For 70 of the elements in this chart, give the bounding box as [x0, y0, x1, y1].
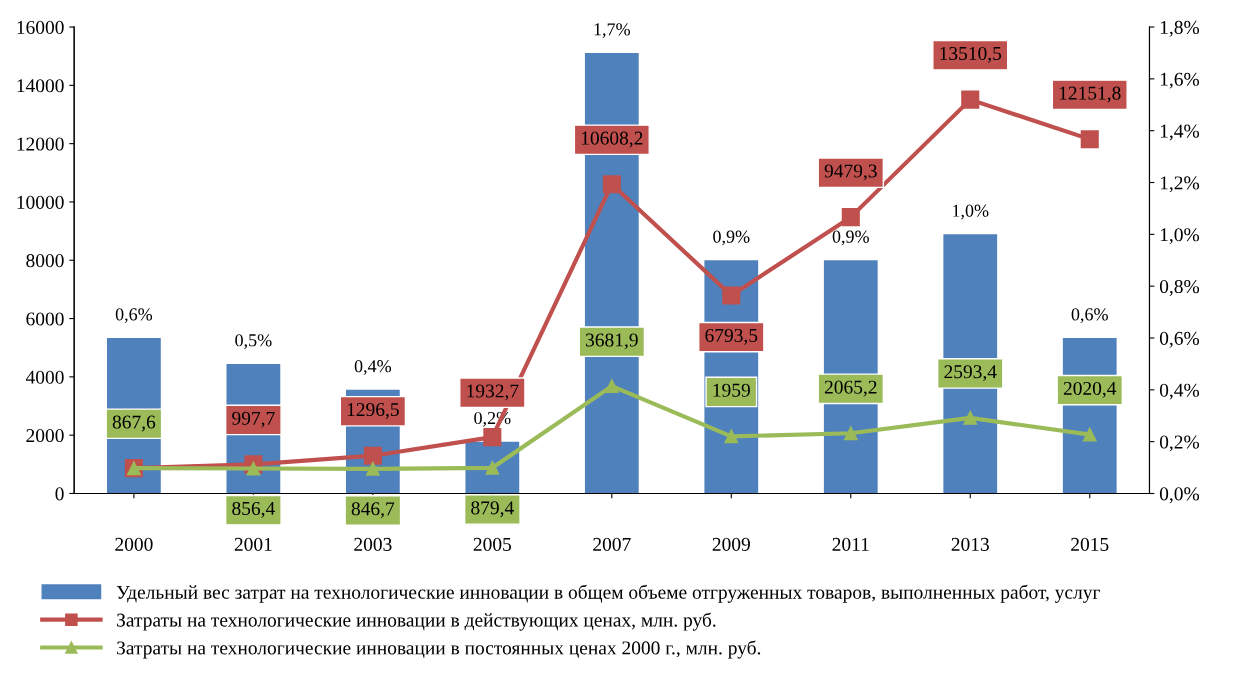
data-label: 6793,5 [705, 328, 758, 345]
point [365, 461, 380, 476]
data-label: 0,6% [115, 308, 153, 324]
x-tick-label: 2011 [832, 537, 869, 551]
data-label: 2593,4 [944, 365, 997, 382]
y2-tick-label: 1,2% [1160, 176, 1200, 193]
point [604, 379, 619, 394]
data-label: 12151,8 [1059, 86, 1121, 103]
x-tick-label: 2001 [234, 537, 272, 551]
data-label: 9479,3 [824, 164, 877, 181]
data-label: 3681,9 [586, 333, 638, 350]
legend-label: Удельный вес затрат на технологические инновации в общем объеме отгруженных товаров, выполненных работ, услуг [116, 584, 1100, 603]
data-label: 2020,4 [1063, 381, 1117, 398]
data-label: 0,4% [354, 360, 392, 375]
data-label: 0,9% [832, 230, 869, 246]
data-label: 846,7 [351, 502, 395, 519]
y-tick-label: 8000 [26, 254, 64, 268]
y2-tick-label: 0,6% [1159, 331, 1200, 348]
point [963, 410, 978, 425]
legend-label: Затраты на технологические инновации в действующих ценах, млн. руб. [117, 612, 716, 631]
x-tick-label: 2013 [951, 537, 989, 551]
y-tick-label: 14000 [17, 79, 64, 93]
point [961, 90, 980, 109]
y2-tick-label: 1,0% [1160, 228, 1200, 245]
point [363, 446, 382, 465]
legend-label: Затраты на технологические инновации в постоянных ценах 2000 г., млн. руб. [117, 640, 761, 659]
data-label: 1,0% [953, 204, 989, 220]
y2-tick-label: 1,8% [1160, 20, 1200, 37]
x-tick-label: 2009 [712, 537, 750, 551]
point [1080, 130, 1099, 149]
data-label: 867,6 [112, 415, 156, 432]
point [722, 286, 741, 305]
data-label: 10608,2 [581, 131, 643, 148]
data-label: 0,5% [235, 334, 272, 349]
data-label: 1959 [713, 383, 750, 397]
point [602, 175, 621, 194]
data-label: 13510,5 [940, 46, 1002, 63]
x-tick-label: 2003 [354, 537, 392, 551]
y2-tick-label: 0,0% [1159, 487, 1200, 504]
y2-tick-label: 1,4% [1160, 124, 1200, 141]
point [1082, 427, 1097, 442]
data-label: 997,7 [232, 411, 275, 428]
data-label: 856,4 [232, 501, 275, 518]
y2-tick-label: 1,6% [1160, 72, 1200, 89]
y2-tick-label: 0,8% [1159, 279, 1200, 296]
y-tick-label: 4000 [25, 370, 64, 384]
point [724, 429, 739, 444]
y2-tick-label: 0,4% [1159, 383, 1200, 400]
y-tick-label: 2000 [26, 428, 64, 443]
data-label: 2065,2 [824, 380, 877, 397]
y-tick-label: 0 [55, 487, 64, 501]
y-tick-label: 16000 [17, 20, 64, 34]
point [843, 426, 858, 441]
x-tick-label: 2000 [115, 537, 153, 551]
data-label: 1296,5 [347, 403, 399, 419]
point [246, 461, 261, 476]
data-label: 0,9% [713, 230, 750, 246]
data-label: 0,6% [1071, 308, 1108, 324]
y2-tick-label: 0,2% [1159, 435, 1200, 452]
data-label: 1932,7 [467, 384, 519, 401]
data-label: 1,7% [594, 23, 631, 38]
point [483, 428, 502, 447]
data-label: 879,4 [471, 501, 514, 518]
y-tick-label: 12000 [17, 137, 64, 151]
x-tick-label: 2005 [473, 537, 512, 551]
y-tick-label: 6000 [26, 312, 64, 326]
point [841, 208, 860, 227]
y-tick-label: 10000 [17, 195, 64, 209]
x-tick-label: 2015 [1071, 537, 1109, 551]
x-tick-label: 2007 [593, 537, 631, 551]
